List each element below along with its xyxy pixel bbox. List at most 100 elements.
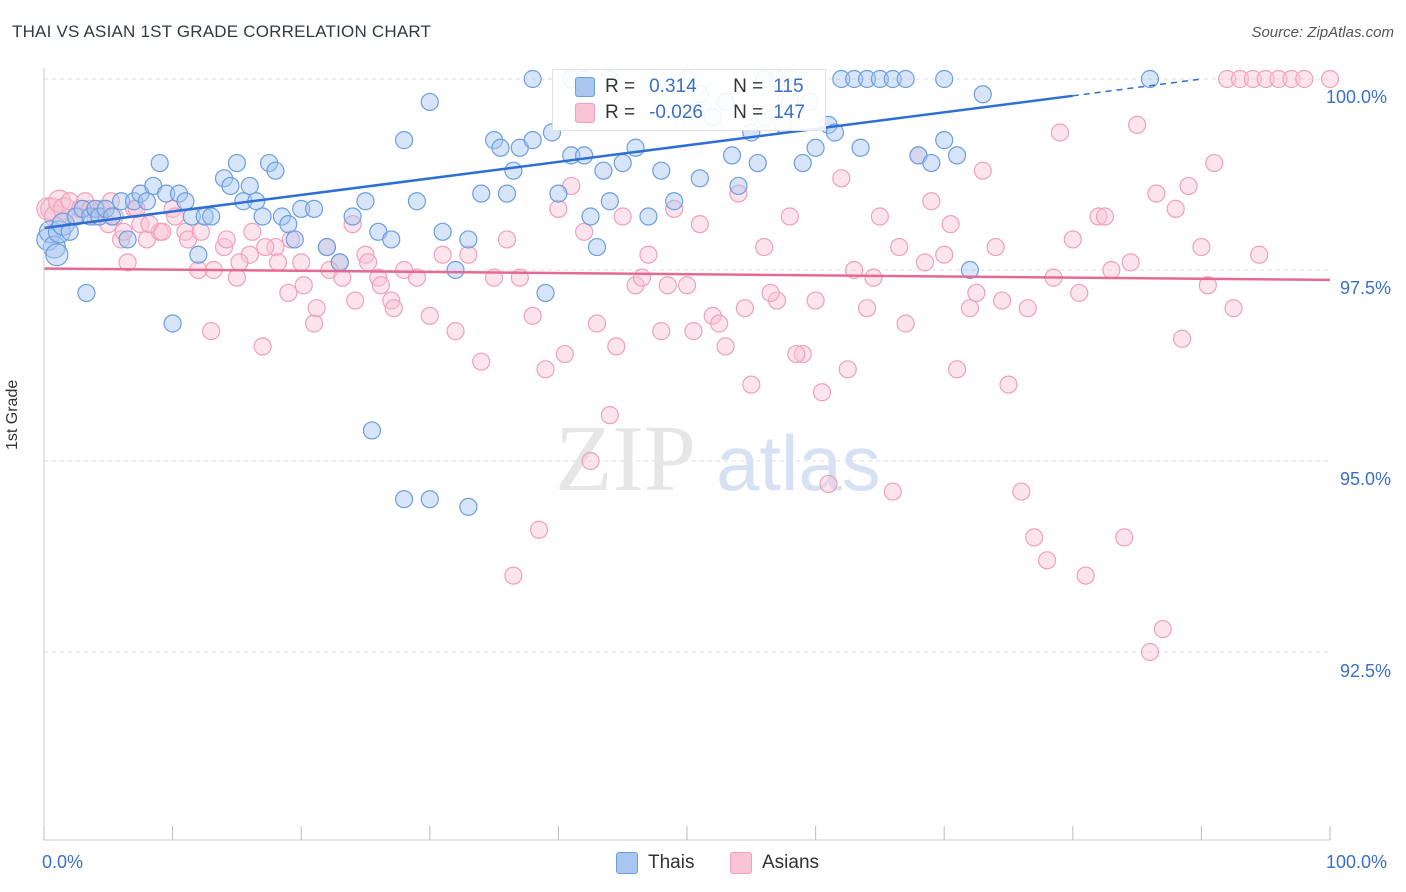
asians-legend-swatch <box>730 852 752 874</box>
asians-point-69 <box>793 344 812 364</box>
asians-point-55 <box>613 207 632 226</box>
thais-point-115 <box>748 153 767 173</box>
thais-point-100 <box>973 85 992 104</box>
thais-point-6 <box>60 222 79 241</box>
asians-point-31 <box>304 314 324 333</box>
asians-point-57 <box>639 245 658 264</box>
thais-point-51 <box>407 192 427 211</box>
asians-point-79 <box>922 192 941 211</box>
thais-point-65 <box>549 184 568 203</box>
asians-point-59 <box>665 199 684 218</box>
thais-point-70 <box>594 161 613 180</box>
asians-point-121 <box>787 344 806 364</box>
thais-point-25 <box>176 192 195 211</box>
asians-point-23 <box>202 322 221 341</box>
thais-point-44 <box>317 237 337 257</box>
asians-point-27 <box>253 337 272 356</box>
axes <box>43 68 1331 841</box>
asians-point-154 <box>281 230 301 249</box>
thais-point-22 <box>157 184 176 203</box>
x-tick-max: 100.0% <box>1326 852 1388 872</box>
asians-point-77 <box>896 314 915 333</box>
thais-point-21 <box>150 153 169 173</box>
asians-point-86 <box>1012 482 1031 501</box>
asians-point-68 <box>780 207 799 226</box>
asians-point-48 <box>523 306 542 325</box>
asians-point-70 <box>806 291 825 310</box>
asians-point-66 <box>755 237 774 257</box>
asians-point-160 <box>358 253 378 272</box>
thais-legend-label: Thais <box>648 852 695 873</box>
asians-point-52 <box>575 222 594 241</box>
asians-point-102 <box>1218 69 1237 89</box>
asians-point-76 <box>883 482 902 501</box>
thais-point-55 <box>459 230 478 249</box>
asians-point-161 <box>371 276 391 295</box>
thais-point-102 <box>394 490 414 509</box>
asians-point-58 <box>652 322 671 341</box>
asians-points <box>36 69 1340 662</box>
asians-point-42 <box>446 322 465 341</box>
asians-point-75 <box>870 207 890 226</box>
thais-point-101 <box>362 421 382 440</box>
legend-r-label: R = <box>605 76 636 97</box>
asians-point-88 <box>1037 551 1057 570</box>
y-tick-95: 95.0% <box>1340 469 1392 489</box>
asians-point-83 <box>973 161 992 180</box>
legend-row-thais: R = 0.314 N = 115 <box>575 74 804 100</box>
legend-r-value-thais: 0.314 <box>649 76 697 97</box>
asians-point-151 <box>243 222 262 241</box>
thais-trend-extension <box>1072 78 1202 97</box>
trend-lines <box>43 78 1331 282</box>
asians-point-90 <box>1063 230 1082 249</box>
asians-point-71 <box>819 474 838 494</box>
thais-point-114 <box>722 146 742 165</box>
thais-point-36 <box>253 207 272 226</box>
asians-point-62 <box>703 306 722 325</box>
asians-point-135 <box>1147 184 1166 203</box>
asians-point-28 <box>266 237 285 257</box>
asians-point-117 <box>684 322 703 341</box>
asians-point-116 <box>658 276 677 295</box>
thais-point-99 <box>960 260 980 280</box>
thais-point-15 <box>112 192 131 211</box>
asians-swatch <box>575 103 595 123</box>
asians-point-29 <box>279 283 298 303</box>
thais-point-89 <box>832 69 851 89</box>
thais-point-97 <box>935 131 954 150</box>
asians-point-93 <box>1102 260 1121 280</box>
asians-point-92 <box>1089 207 1108 226</box>
asians-point-155 <box>294 276 313 295</box>
asians-point-46 <box>497 230 517 249</box>
thais-point-17 <box>124 192 144 211</box>
asians-point-114 <box>607 337 626 356</box>
asians-point-136 <box>1173 329 1192 348</box>
thais-point-87 <box>806 138 825 157</box>
asians-point-43 <box>459 245 478 264</box>
thais-point-90 <box>845 69 864 89</box>
thais-point-74 <box>639 207 658 226</box>
thais-point-24 <box>169 184 189 203</box>
asians-point-110 <box>504 566 523 585</box>
thais-point-31 <box>221 176 240 196</box>
asians-point-107 <box>1282 69 1301 89</box>
asians-point-128 <box>967 283 986 303</box>
bottom-legend-asians: Asians <box>730 852 819 874</box>
thais-point-42 <box>292 199 311 218</box>
thais-point-96 <box>922 153 941 173</box>
thais-point-112 <box>1140 69 1160 89</box>
thais-point-103 <box>420 490 439 509</box>
asians-point-150 <box>230 253 249 272</box>
asians-point-123 <box>838 360 857 379</box>
asians-point-132 <box>1070 283 1089 303</box>
asians-point-101 <box>1205 153 1224 173</box>
thais-point-63 <box>536 283 555 303</box>
asians-legend-label: Asians <box>762 852 820 873</box>
y-tick-100: 100.0% <box>1326 87 1388 107</box>
thais-point-92 <box>870 69 890 89</box>
asians-point-84 <box>986 237 1005 257</box>
asians-point-41 <box>433 245 452 264</box>
thais-point-118 <box>825 123 844 142</box>
asians-point-119 <box>735 299 754 318</box>
asians-point-82 <box>960 299 980 318</box>
